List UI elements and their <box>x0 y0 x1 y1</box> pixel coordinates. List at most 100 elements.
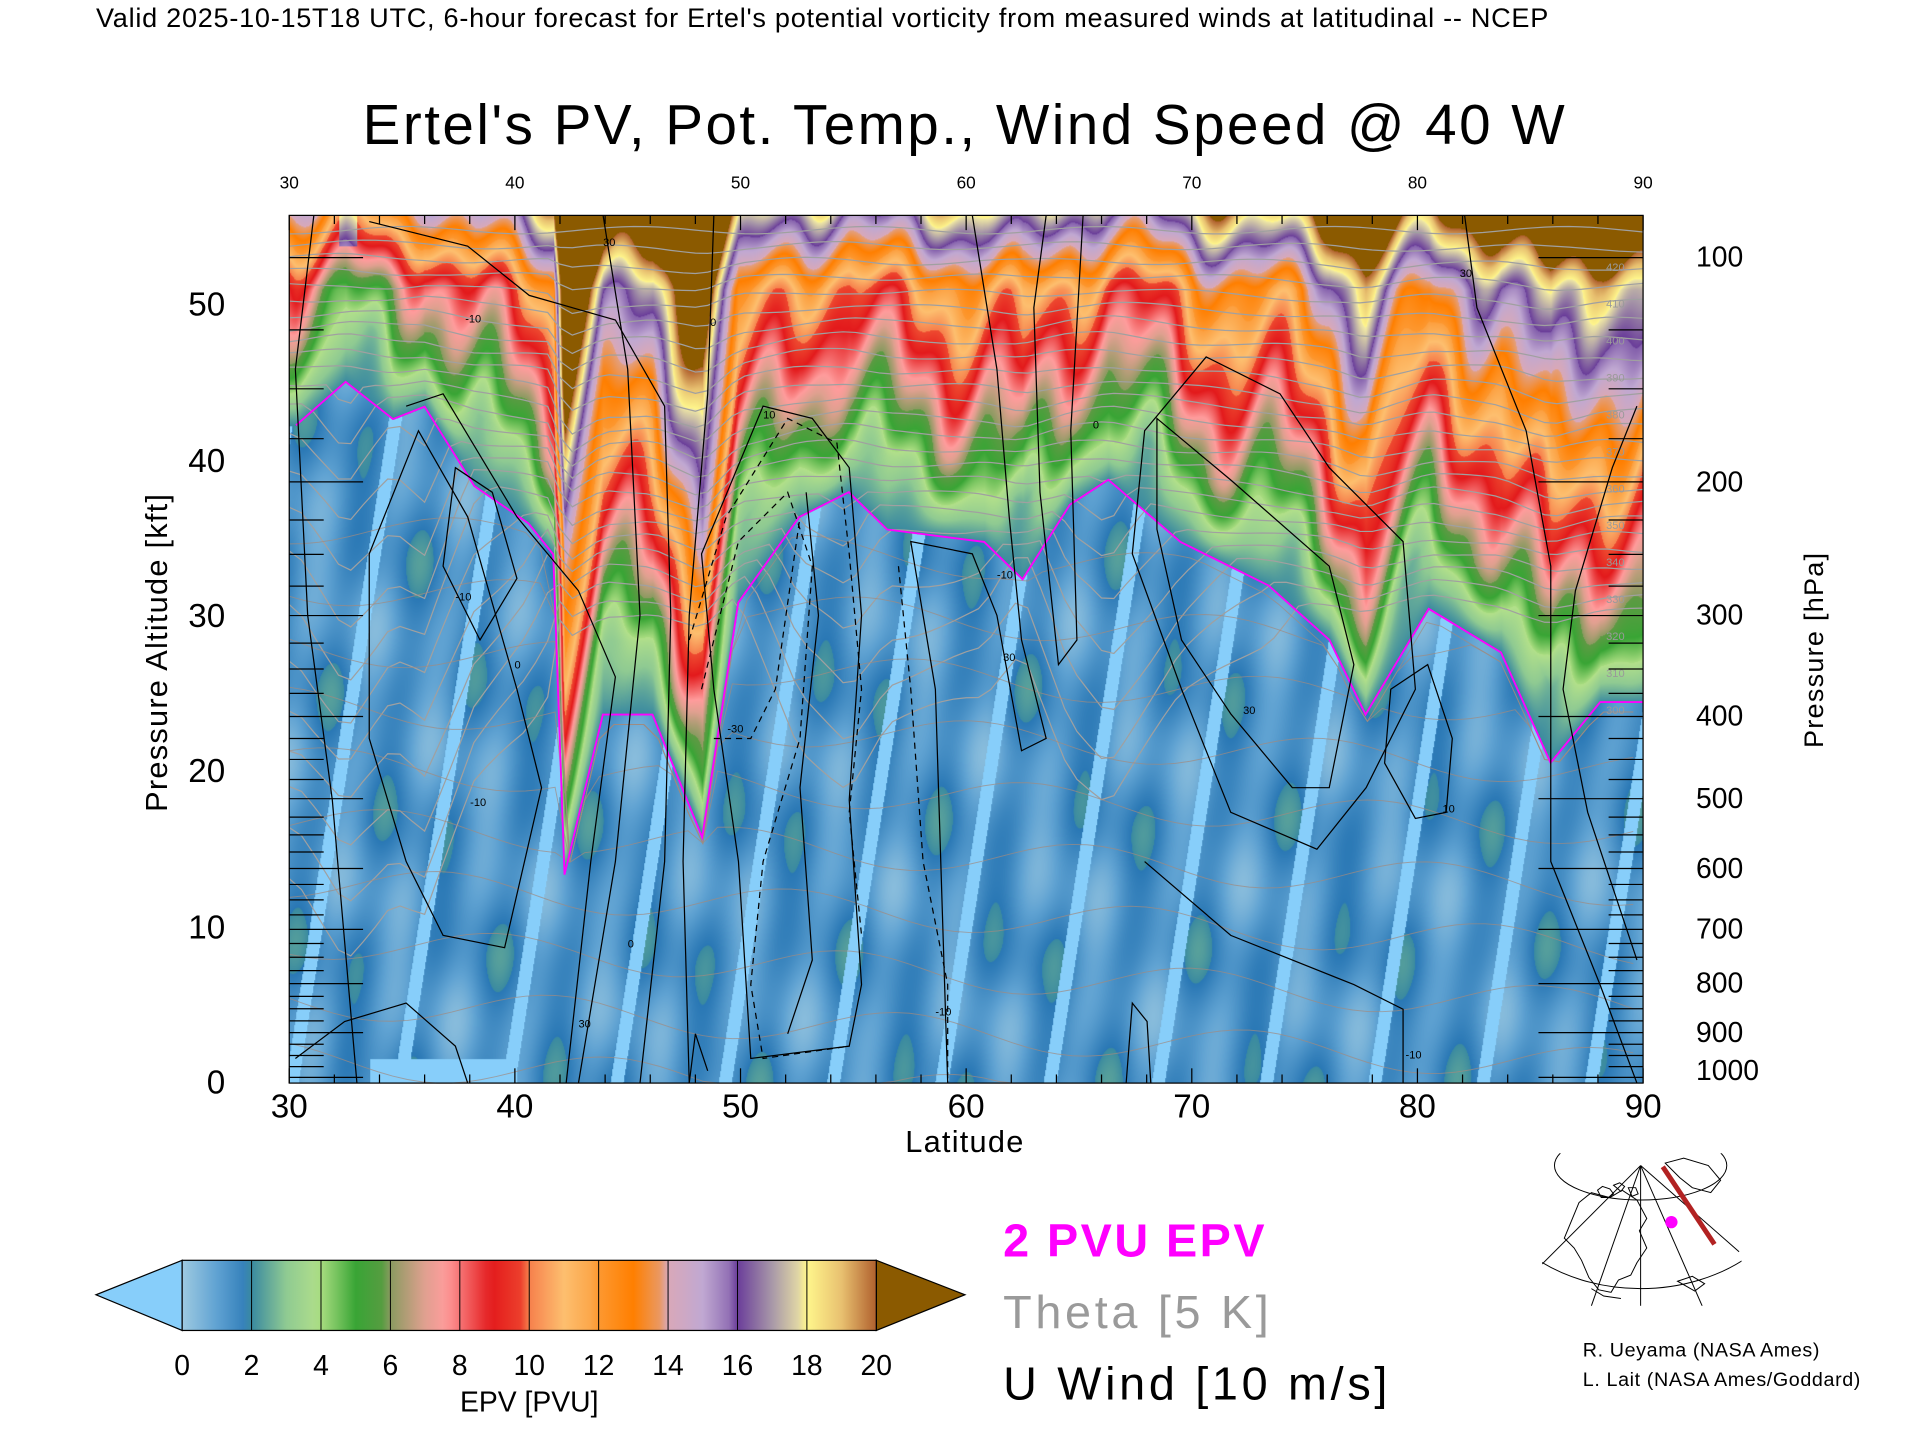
u-wind-contour-label: 10 <box>1442 803 1454 815</box>
theta-contour <box>288 594 1644 957</box>
u-wind-contour <box>910 215 1047 1084</box>
map-coastline-greenland <box>1664 1157 1722 1194</box>
u-wind-contour-label: -30 <box>727 723 743 735</box>
u-wind-negative-contour <box>897 566 949 1084</box>
theta-contour <box>288 469 1644 628</box>
u-wind-contour <box>1131 356 1417 850</box>
colorbar-tick-label: 20 <box>860 1348 893 1381</box>
x-tick-label: 30 <box>270 1087 308 1125</box>
right-y-tick-label: 600 <box>1695 851 1744 884</box>
x-tick-label: 60 <box>947 1087 985 1125</box>
colorbar-label: EPV [PVU] <box>460 1385 599 1418</box>
theta-contour <box>289 320 1644 373</box>
u-wind-contour <box>1464 215 1638 1084</box>
x-tick-label: 40 <box>496 1087 534 1125</box>
theta-contour-label: 390 <box>1606 373 1624 385</box>
u-wind-contour-label: -10 <box>470 797 486 809</box>
u-wind-contour <box>787 492 820 1035</box>
top-x-tick-label: 50 <box>730 172 751 192</box>
colorbar-tick-label: 18 <box>791 1348 823 1381</box>
top-x-tick-label: 30 <box>279 172 299 192</box>
u-wind-negative-contour <box>688 417 863 936</box>
map-cross-section-track <box>1660 1165 1717 1246</box>
theta-contour <box>288 575 1644 902</box>
theta-contour <box>288 526 1644 760</box>
u-wind-contour <box>700 405 863 1060</box>
theta-contour-label: 320 <box>1606 631 1624 643</box>
u-wind-contour-label: 30 <box>1460 268 1472 280</box>
u-wind-contour <box>1144 861 1404 1084</box>
x-tick-label: 50 <box>722 1087 759 1125</box>
colorbar-tick-label: 0 <box>174 1348 191 1381</box>
u-wind-contour <box>1562 405 1638 961</box>
two-pvu-contour <box>295 380 1644 875</box>
theta-contour <box>289 438 1644 521</box>
u-wind-contour-label: 0 <box>514 659 520 671</box>
map-coastline-caribbean <box>1591 1275 1706 1299</box>
map-location-marker <box>1665 1215 1678 1229</box>
top-x-tick-label: 60 <box>956 172 976 192</box>
top-x-tick-label: 70 <box>1182 172 1202 192</box>
u-wind-contour <box>682 215 715 1084</box>
theta-contour <box>288 456 1644 571</box>
theta-contour-label: 360 <box>1606 483 1624 495</box>
theta-contour <box>289 638 1634 863</box>
right-y-tick-label: 100 <box>1695 240 1744 273</box>
theta-contour <box>289 994 1634 1074</box>
epv-field <box>289 215 1644 1084</box>
right-y-tick-label: 800 <box>1695 967 1744 1000</box>
theta-contour <box>289 539 1644 798</box>
u-wind-contour-label: -10 <box>1406 1049 1422 1061</box>
colorbar-tick-label: 12 <box>582 1348 615 1381</box>
u-wind-contour <box>368 429 543 949</box>
theta-contour-label: 420 <box>1606 262 1624 274</box>
theta-contour <box>289 283 1644 315</box>
top-x-tick-label: 40 <box>505 172 525 192</box>
legend-theta: Theta [5 K] <box>1003 1287 1273 1340</box>
chart-title: Ertel's PV, Pot. Temp., Wind Speed @ 40 … <box>0 91 1920 157</box>
colorbar-tick-label: 14 <box>652 1348 684 1381</box>
theta-contour-label: 410 <box>1606 299 1624 311</box>
left-y-tick-label: 50 <box>188 286 226 324</box>
theta-contour <box>289 252 1644 275</box>
x-tick-label: 80 <box>1398 1087 1436 1125</box>
colorbar-tick-label: 8 <box>451 1348 468 1381</box>
theta-contour-label: 340 <box>1606 557 1624 569</box>
credit-line-2: L. Lait (NASA Ames/Goddard) <box>1582 1369 1861 1391</box>
theta-contour <box>289 517 1634 863</box>
theta-contour <box>289 239 1644 255</box>
u-wind-contour <box>1125 1001 1152 1084</box>
u-wind-contour <box>688 1033 709 1084</box>
map-latitude-circle <box>1542 1153 1741 1306</box>
left-y-tick-label: 20 <box>188 752 226 790</box>
theta-contour <box>289 394 1644 467</box>
colorbar-tick-label: 6 <box>382 1348 399 1381</box>
top-x-tick-label: 90 <box>1633 172 1653 192</box>
u-wind-contour-label: 30 <box>1003 652 1015 664</box>
u-wind-contour-label: -10 <box>997 569 1013 581</box>
colorbar-tick-label: 16 <box>721 1348 754 1381</box>
u-wind-contour-label: 30 <box>603 237 615 249</box>
left-y-tick-label: 40 <box>188 441 226 479</box>
theta-contour <box>289 365 1644 435</box>
right-y-tick-label: 500 <box>1695 782 1744 815</box>
theta-contour-label: 310 <box>1606 668 1624 680</box>
theta-contour <box>289 225 1644 235</box>
u-wind-contour <box>577 215 641 1084</box>
theta-contour <box>289 871 1634 965</box>
theta-contour <box>289 557 1644 846</box>
legend-2pvu: 2 PVU EPV <box>1003 1215 1267 1268</box>
theta-contour <box>289 686 1634 863</box>
theta-contour <box>289 932 1634 1013</box>
u-wind-contour <box>295 1002 469 1084</box>
theta-contour <box>289 1042 1634 1084</box>
locator-map <box>1542 1153 1742 1306</box>
theta-contour <box>289 267 1644 292</box>
x-axis-label: Latitude <box>905 1124 1025 1160</box>
u-wind-contour-label: 0 <box>1093 419 1099 431</box>
theta-contour <box>289 333 1644 394</box>
legend-u-wind: U Wind [10 m/s] <box>1003 1358 1392 1411</box>
colorbar-tick-label: 10 <box>513 1348 545 1381</box>
